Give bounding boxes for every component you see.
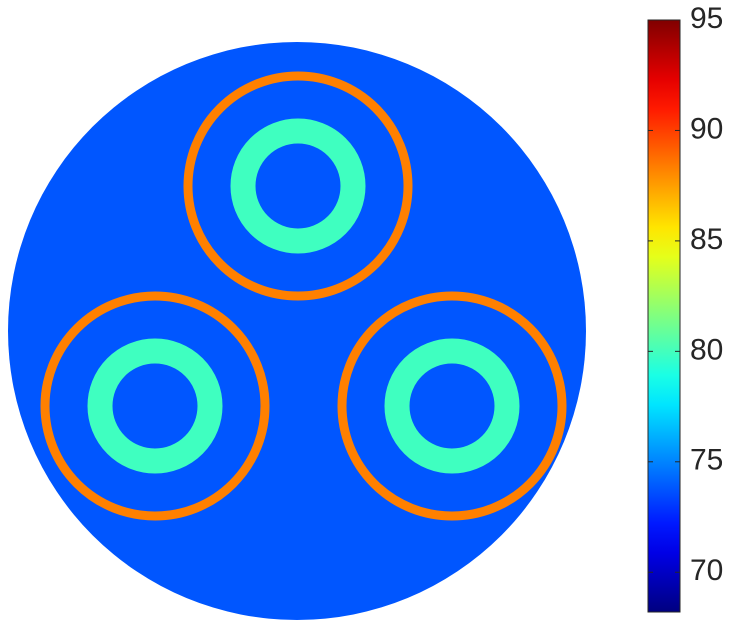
outer-ring	[337, 291, 567, 521]
outer-ring	[183, 71, 413, 301]
colorbar	[647, 19, 681, 613]
colorbar-tick-label: 80	[690, 333, 723, 366]
colorbar-tick-label: 85	[690, 223, 723, 256]
domain-disk	[8, 42, 586, 620]
inner-ring	[87, 338, 223, 474]
inner-ring	[230, 118, 366, 254]
colorbar-tick-label: 75	[690, 444, 723, 477]
colorbar-tick-label: 70	[690, 554, 723, 587]
outer-ring	[40, 291, 270, 521]
inner-ring	[384, 338, 520, 474]
colorbar-tick-label: 95	[690, 2, 723, 35]
colorbar-tick-label: 90	[690, 112, 723, 145]
